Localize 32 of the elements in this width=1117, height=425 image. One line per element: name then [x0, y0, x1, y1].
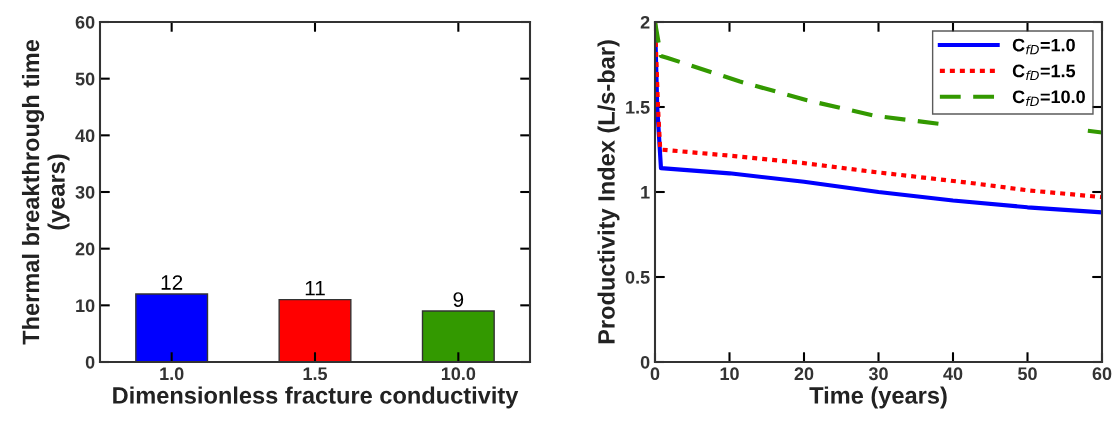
y-tick-label: 2: [640, 15, 650, 29]
y-tick-label: 20: [75, 242, 95, 256]
y-tick-label: 30: [75, 185, 95, 199]
x-tick-label: 1.0: [160, 367, 184, 381]
x-tick-label: 10: [720, 367, 739, 381]
y-tick-label: 10: [76, 299, 95, 313]
y-axis-title: Productivity Index (L/s-bar): [597, 40, 620, 344]
x-tick-label: 10.0: [441, 367, 476, 381]
y-tick-label: 50: [75, 72, 95, 86]
x-tick-label: 60: [1092, 367, 1112, 381]
y-tick-label: 0: [85, 355, 95, 369]
x-tick-label: 1.5: [303, 367, 328, 381]
x-tick-label: 30: [868, 367, 888, 381]
x-tick-label: 20: [794, 367, 814, 381]
data-label: 11: [305, 281, 325, 296]
y-axis-title: Thermal breakthrough time (years): [21, 39, 70, 345]
x-axis-title: Time (years): [809, 386, 947, 409]
x-tick-label: 40: [943, 367, 963, 381]
y-tick-label: 0.5: [625, 270, 650, 284]
y-tick-label: 1.5: [626, 101, 650, 114]
legend-label: C$_{fD}$=1.5: [1012, 64, 1076, 81]
legend-label: C$_{fD}$=10.0: [1012, 90, 1085, 106]
data-label: 9: [453, 292, 464, 307]
y-tick-label: 0: [640, 355, 650, 369]
y-tick-label: 60: [75, 15, 95, 29]
legend-label: C$_{fD}$=1.0: [1012, 38, 1075, 55]
x-tick-label: 50: [1018, 367, 1037, 381]
x-tick-label: 0: [650, 367, 660, 381]
y-tick-label: 1: [641, 186, 650, 199]
data-label: 12: [161, 275, 183, 290]
x-axis-title: Dimensionless fracture conductivity: [113, 386, 519, 409]
y-tick-label: 40: [75, 129, 95, 143]
